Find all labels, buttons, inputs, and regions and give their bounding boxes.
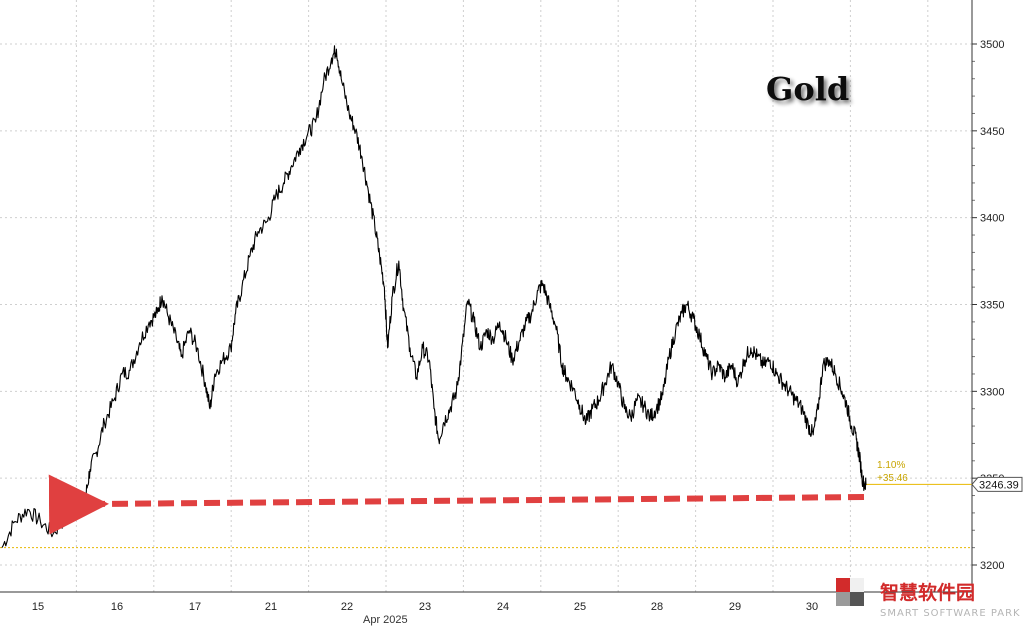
- grid-lines: [0, 0, 972, 592]
- y-tick-label: 3400: [980, 213, 1004, 225]
- annotation-percent: 1.10%: [877, 460, 905, 471]
- x-tick-label: 23: [419, 601, 431, 613]
- watermark: 智慧软件园 SMART SOFTWARE PARK: [836, 578, 1021, 619]
- y-tick-label: 3200: [980, 560, 1004, 572]
- watermark-cn: 智慧软件园: [880, 581, 975, 604]
- x-axis: 15 16 17 21 22 23 24 25 28 29 30: [0, 591, 972, 613]
- last-value-text: 3246.39: [979, 479, 1019, 491]
- x-tick-label: 30: [806, 601, 818, 613]
- x-tick-label: 25: [574, 601, 586, 613]
- x-tick-label: 28: [651, 601, 663, 613]
- x-axis-month-label: Apr 2025: [363, 614, 408, 626]
- y-tick-label: 3500: [980, 39, 1004, 51]
- x-tick-label: 21: [265, 601, 277, 613]
- watermark-en: SMART SOFTWARE PARK: [880, 608, 1021, 619]
- x-tick-label: 17: [189, 601, 201, 613]
- series-line-gold: [1, 45, 867, 548]
- y-tick-label: 3300: [980, 386, 1004, 398]
- y-tick-label: 3450: [980, 126, 1004, 138]
- x-tick-label: 15: [32, 601, 44, 613]
- watermark-logo-icon: [836, 578, 864, 606]
- x-tick-label: 16: [111, 601, 123, 613]
- x-tick-label: 22: [341, 601, 353, 613]
- annotation-change: +35.46: [877, 473, 908, 484]
- x-tick-label: 24: [497, 601, 509, 613]
- last-value-label: 3246.39: [971, 476, 1023, 492]
- x-tick-label: 29: [729, 601, 741, 613]
- red-arrow: [48, 474, 865, 535]
- chart-title: Gold: [766, 70, 849, 108]
- y-axis: 3200325033003350340034503500: [971, 0, 1004, 592]
- y-tick-label: 3350: [980, 300, 1004, 312]
